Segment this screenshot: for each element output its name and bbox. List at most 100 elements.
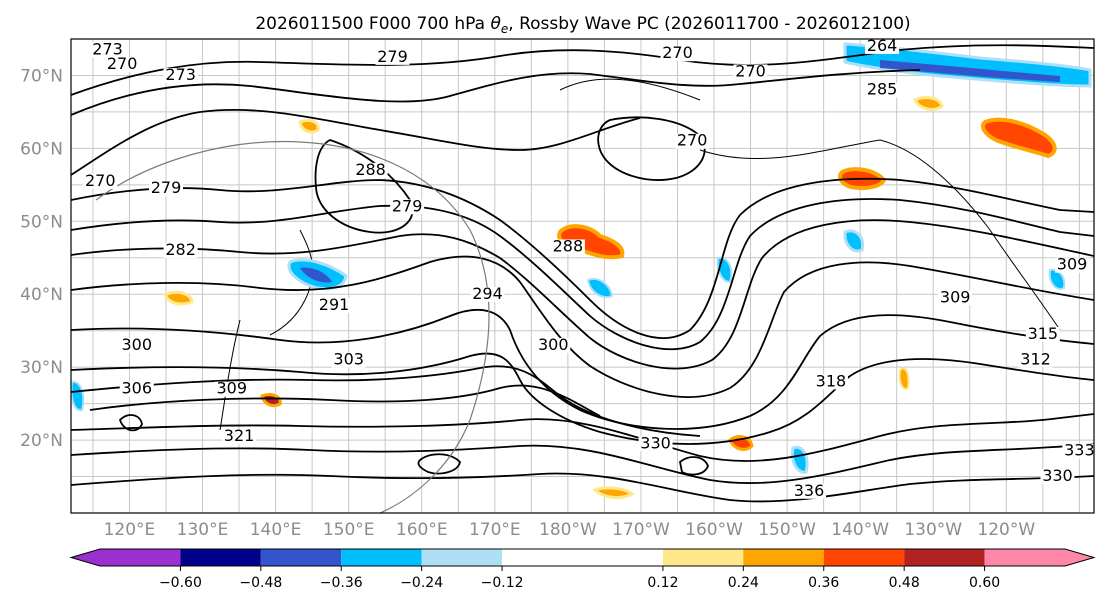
contour-label-bg: [1062, 443, 1094, 459]
colorbar-segment: [180, 549, 261, 566]
contour-label: 303: [333, 350, 364, 369]
latitude-label: 50°N: [20, 212, 63, 232]
contour-label: 294: [472, 284, 503, 303]
contour-label-bg: [390, 199, 425, 215]
contour-label: 270: [662, 43, 693, 62]
reference-arc: [95, 140, 490, 513]
contour-label: 288: [553, 236, 584, 255]
contour-label-bg: [148, 181, 183, 197]
positive-anomaly-blob: [912, 96, 944, 111]
contour-label-bg: [1055, 257, 1090, 273]
contour-label-bg: [1025, 326, 1060, 342]
longitude-labels: 120°E 130°E 140°E 150°E 160°E 170°E 180°W 170°W…: [104, 520, 1036, 540]
figure-title: 2026011500 F000 700 hPa θe, Rossby Wave …: [255, 14, 910, 36]
contour-label: 300: [121, 335, 152, 354]
contour-label: 270: [677, 131, 708, 150]
colorbar-tick-label: 0.60: [969, 575, 1000, 591]
contour-label: 270: [85, 171, 116, 190]
positive-anomaly-blob: [898, 367, 910, 390]
contour-label: 330: [1042, 466, 1073, 485]
contour-label: 330: [640, 433, 671, 452]
colorbar-segment: [341, 549, 422, 566]
contour-label: 270: [107, 54, 138, 73]
positive-anomaly-blob: [162, 290, 194, 306]
colorbar-segment: [502, 549, 663, 566]
colorbar-segment: [100, 549, 181, 566]
contour-label: 291: [319, 295, 350, 314]
negative-anomaly-blob: [586, 278, 614, 298]
contour-label-bg: [733, 64, 768, 80]
longitude-label: 160°W: [685, 520, 743, 540]
contour-label-bg: [813, 374, 848, 390]
contour-label-bg: [353, 162, 388, 178]
contour-label: 264: [867, 36, 898, 55]
colorbar-segment: [260, 549, 342, 566]
negative-anomaly-blob: [71, 380, 85, 412]
contour-label: 300: [538, 335, 569, 354]
contour-label-bg: [865, 39, 900, 54]
colorbar-tick-label: −0.36: [320, 575, 363, 591]
positive-anomaly-blob: [980, 117, 1057, 159]
colorbar-segment: [743, 549, 824, 566]
longitude-label: 140°W: [831, 520, 889, 540]
contour-label-bg: [119, 337, 154, 353]
contour-label-bg: [90, 42, 125, 58]
colorbar-tick-label: −0.24: [400, 575, 443, 591]
positive-anomaly-blob: [260, 392, 282, 408]
longitude-label: 160°E: [396, 520, 448, 540]
longitude-label: 130°W: [904, 520, 962, 540]
longitude-label: 150°E: [323, 520, 375, 540]
contour-label: 282: [165, 240, 196, 259]
positive-anomaly-blob: [298, 118, 320, 134]
contour-label-bg: [638, 436, 673, 452]
longitude-label: 180°W: [539, 520, 597, 540]
negative-anomaly-blob: [880, 60, 1060, 82]
contour-label: 273: [92, 40, 123, 59]
colorbar-tick-label: 0.12: [647, 575, 678, 591]
contour-label: 309: [216, 379, 247, 398]
colorbar-segment: [984, 549, 1065, 566]
negative-anomaly-blob: [843, 229, 865, 253]
colorbar-tick-label: −0.12: [481, 575, 524, 591]
latitude-label: 20°N: [20, 431, 63, 451]
negative-anomaly-blob: [790, 445, 809, 474]
colorbar-tick-label: 0.48: [889, 575, 920, 591]
colorbar-segment: [823, 549, 905, 566]
contour-label-bg: [675, 133, 710, 149]
longitude-label: 150°W: [758, 520, 816, 540]
contour-label: 321: [224, 426, 255, 445]
contour-label: 309: [1057, 255, 1088, 274]
contour-label: 285: [867, 80, 898, 99]
contour-label-bg: [375, 49, 410, 65]
contour-label-bg: [1018, 352, 1053, 368]
contour-label-bg: [119, 381, 154, 397]
colorbar-tick-label: 0.24: [728, 575, 759, 591]
contour-label: 312: [1020, 350, 1051, 369]
map-frame: [70, 38, 1095, 514]
contour-label-bg: [865, 82, 900, 98]
longitude-label: 140°E: [250, 520, 302, 540]
contour-label: 279: [151, 178, 182, 197]
longitude-label: 170°E: [469, 520, 521, 540]
contour-label: 270: [735, 61, 766, 80]
longitude-label: 120°E: [104, 520, 156, 540]
latitude-label: 70°N: [20, 66, 63, 86]
contour-label-bg: [331, 352, 366, 368]
latitude-label: 60°N: [20, 139, 63, 159]
pc-anomaly-shading: [71, 42, 1092, 499]
colorbar-tick-label: −0.60: [159, 575, 202, 591]
colorbar: −0.60 −0.48 −0.36 −0.24 −0.12 0.12 0.24 0.36 0.4…: [69, 548, 1096, 591]
contour-label-bg: [163, 68, 198, 84]
contour-label-bg: [792, 483, 827, 499]
contour-label-bg: [938, 290, 973, 306]
contour-label-bg: [536, 337, 571, 353]
coastlines: [219, 78, 1061, 431]
theta-e-contours: [71, 44, 1094, 503]
longitude-label: 170°W: [612, 520, 670, 540]
contour-label: 318: [816, 371, 847, 390]
graticule: [71, 39, 1094, 513]
contour-label-bg: [105, 57, 140, 73]
contour-label: 333: [1064, 441, 1095, 460]
contour-label-bg: [550, 239, 585, 255]
